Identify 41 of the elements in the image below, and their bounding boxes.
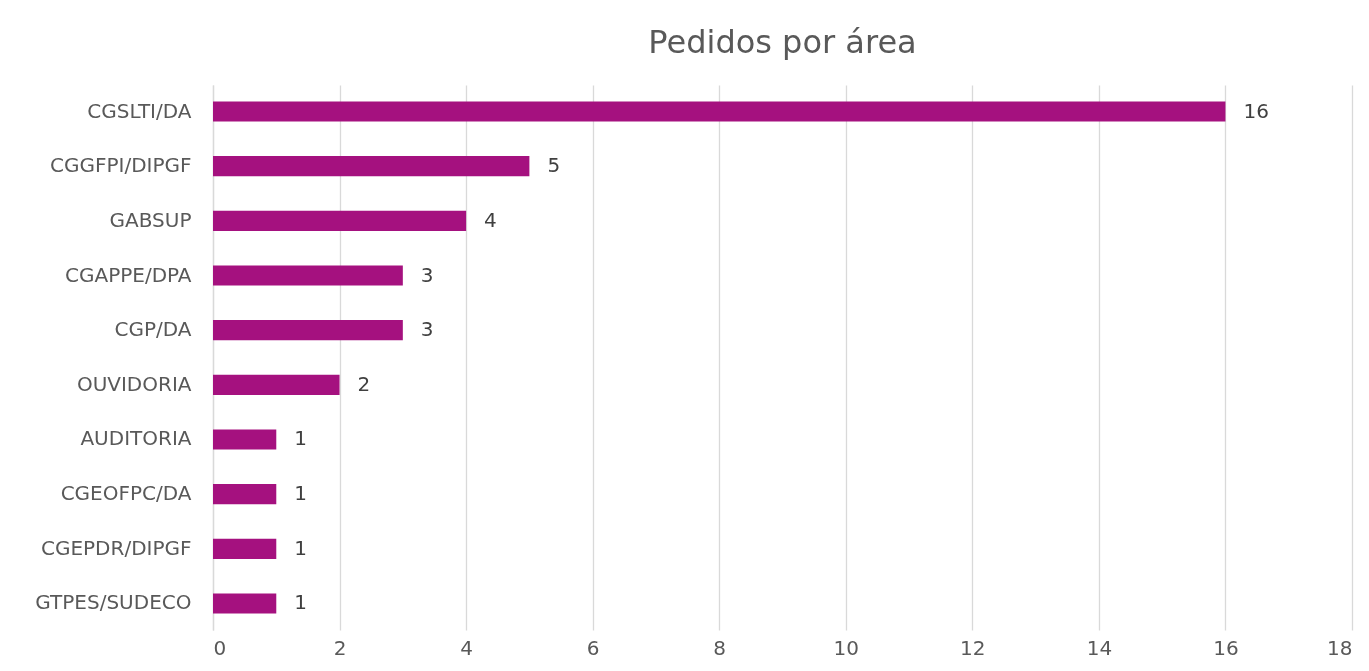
data-label: 1 [294, 535, 308, 560]
data-label: 3 [420, 317, 434, 342]
bar [213, 320, 403, 341]
y-tick-label: CGP/DA [114, 317, 192, 342]
data-label: 1 [294, 590, 308, 615]
y-tick-label: OUVIDORIA [76, 371, 192, 396]
y-tick-label: CGAPPE/DPA [64, 262, 192, 287]
y-tick-label: CGGFPI/DIPGF [49, 153, 192, 178]
bar [213, 101, 1226, 122]
x-tick-label: 16 [1213, 635, 1239, 660]
bar [213, 484, 277, 505]
x-tick-label: 4 [460, 635, 473, 660]
bar [213, 210, 467, 231]
y-tick-label: GTPES/SUDECO [35, 590, 192, 615]
data-label: 4 [484, 207, 497, 232]
x-tick-label: 18 [1327, 635, 1353, 660]
x-tick-label: 0 [213, 635, 227, 660]
y-tick-label: CGEOFPC/DA [60, 481, 192, 506]
data-label: 2 [357, 371, 371, 396]
data-label: 3 [420, 262, 434, 287]
x-tick-label: 6 [586, 635, 600, 660]
chart-title: Pedidos por área [648, 23, 917, 61]
y-tick-label: GABSUP [109, 207, 192, 232]
bar [213, 429, 277, 450]
x-tick-label: 12 [960, 635, 986, 660]
bar [213, 538, 277, 559]
data-label: 1 [294, 481, 308, 506]
x-tick-label: 14 [1086, 635, 1113, 660]
data-label: 5 [547, 153, 561, 178]
y-tick-label: CGSLTI/DA [87, 98, 192, 123]
y-tick-label: AUDITORIA [80, 426, 192, 451]
bar [213, 265, 403, 286]
y-tick-label: CGEPDR/DIPGF [40, 535, 192, 560]
bar [213, 374, 340, 395]
x-tick-label: 8 [713, 635, 727, 660]
bar [213, 156, 530, 177]
data-label: 16 [1243, 98, 1269, 123]
data-label: 1 [294, 426, 308, 451]
bar [213, 593, 277, 614]
x-tick-label: 10 [833, 635, 859, 660]
x-tick-label: 2 [333, 635, 347, 660]
